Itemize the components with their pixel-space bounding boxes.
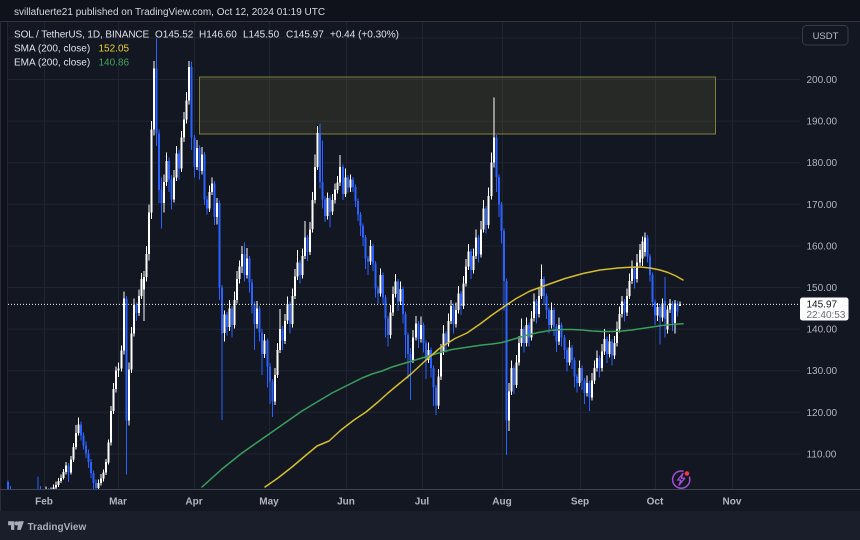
svg-text:190.00: 190.00 <box>807 117 838 128</box>
svg-text:Mar: Mar <box>109 497 127 508</box>
svg-text:EMA (200, close): EMA (200, close) <box>14 58 90 69</box>
svg-text:160.00: 160.00 <box>807 241 838 252</box>
svg-text:Apr: Apr <box>185 497 202 508</box>
svg-text:22:40:53: 22:40:53 <box>807 310 846 321</box>
svg-text:170.00: 170.00 <box>807 200 838 211</box>
svg-text:Jul: Jul <box>415 497 430 508</box>
svg-text:200.00: 200.00 <box>807 75 838 86</box>
svg-text:TradingView: TradingView <box>28 522 87 533</box>
svg-text:Nov: Nov <box>723 497 742 508</box>
svg-text:Jun: Jun <box>337 497 355 508</box>
svg-text:O145.52: O145.52 <box>155 30 194 41</box>
svg-text:Aug: Aug <box>492 497 511 508</box>
svg-text:Feb: Feb <box>35 497 53 508</box>
svg-text:SOL / TetherUS, 1D, BINANCE: SOL / TetherUS, 1D, BINANCE <box>14 30 150 41</box>
svg-text:145.97: 145.97 <box>807 299 838 310</box>
svg-text:Sep: Sep <box>571 497 589 508</box>
svg-text:L145.50: L145.50 <box>243 30 280 41</box>
svg-text:+0.44 (+0.30%): +0.44 (+0.30%) <box>330 30 399 41</box>
svg-text:May: May <box>259 497 279 508</box>
svg-text:110.00: 110.00 <box>807 449 837 460</box>
svg-text:152.05: 152.05 <box>99 44 130 55</box>
svg-text:140.00: 140.00 <box>807 325 838 336</box>
svg-text:130.00: 130.00 <box>807 366 838 377</box>
svg-text:140.86: 140.86 <box>99 58 130 69</box>
svg-text:180.00: 180.00 <box>807 158 838 169</box>
svg-text:150.00: 150.00 <box>807 283 838 294</box>
svg-text:C145.97: C145.97 <box>286 30 324 41</box>
svg-text:svillafuerte21 published on Tr: svillafuerte21 published on TradingView.… <box>14 7 325 18</box>
svg-text:SMA (200, close): SMA (200, close) <box>14 44 90 55</box>
svg-text:H146.60: H146.60 <box>199 30 237 41</box>
svg-text:Oct: Oct <box>647 497 664 508</box>
svg-text:USDT: USDT <box>813 31 839 42</box>
svg-text:120.00: 120.00 <box>807 408 838 419</box>
